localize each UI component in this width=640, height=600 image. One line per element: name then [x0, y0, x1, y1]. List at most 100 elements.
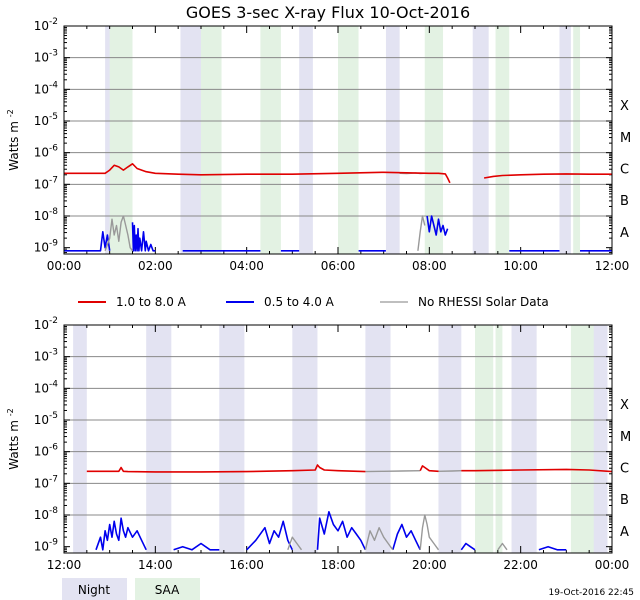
key-label: SAA: [155, 583, 180, 597]
night-band: [559, 26, 571, 254]
key-box: [135, 578, 200, 600]
saa-band: [475, 325, 494, 553]
short-channel-line: [426, 215, 449, 236]
night-band: [365, 325, 391, 553]
x-tick-label: 00:00: [595, 558, 630, 572]
flare-class-label: C: [620, 163, 629, 178]
no-rhessi-line: [365, 470, 421, 473]
no-rhessi-line: [497, 542, 508, 551]
night-band: [292, 325, 318, 553]
flare-class-label: A: [620, 525, 629, 540]
y-tick-label: 10-2: [34, 316, 58, 332]
night-band: [511, 325, 537, 553]
flare-class-label: X: [620, 99, 629, 114]
saa-band: [573, 26, 581, 254]
night-band: [146, 325, 172, 553]
long-channel-line: [461, 468, 613, 473]
y-tick-label: 10-2: [34, 17, 58, 33]
x-tick-label: 06:00: [321, 259, 356, 273]
y-tick-label: 10-3: [34, 348, 58, 364]
saa-band: [338, 26, 359, 254]
night-band: [219, 325, 245, 553]
no-rhessi-line: [417, 215, 426, 251]
long-channel-line: [64, 163, 451, 184]
no-rhessi-line: [287, 536, 303, 551]
night-band: [385, 26, 400, 254]
y-axis-label: Watts m -2: [6, 408, 21, 469]
short-channel-line: [316, 510, 367, 551]
night-band: [472, 26, 489, 254]
timestamp: 19-Oct-2016 22:45: [549, 588, 634, 598]
flare-class-label: A: [620, 226, 629, 241]
y-tick-label: 10-7: [34, 175, 58, 191]
x-tick-label: 02:00: [138, 259, 173, 273]
x-tick-label: 22:00: [503, 558, 538, 572]
saa-band: [495, 325, 503, 553]
x-tick-label: 12:00: [595, 259, 630, 273]
short-channel-line: [95, 517, 147, 551]
x-tick-label: 12:00: [47, 558, 82, 572]
short-channel-line: [173, 542, 220, 551]
x-tick-label: 20:00: [412, 558, 447, 572]
saa-band: [201, 26, 222, 254]
flare-class-label: B: [620, 194, 629, 209]
flare-class-label: M: [620, 131, 631, 146]
night-band: [438, 325, 462, 553]
long-channel-line: [86, 464, 366, 473]
y-tick-label: 10-7: [34, 474, 58, 490]
flare-class-label: M: [620, 430, 631, 445]
y-tick-label: 10-9: [34, 239, 59, 255]
legend-label: No RHESSI Solar Data: [418, 295, 549, 309]
y-tick-label: 10-4: [34, 80, 59, 96]
y-tick-label: 10-8: [34, 207, 59, 223]
chart-panel-2: 10-9 10-8 10-7 10-6 10-5 10-4 10-3 10-2 12:00 14:…: [6, 316, 631, 572]
y-tick-label: 10-4: [34, 379, 59, 395]
short-channel-line: [460, 542, 476, 551]
plot-frame: [63, 324, 613, 554]
chart-panel-1: 10-9 10-8 10-7 10-6 10-5 10-4 10-3 10-2 00:00 02:…: [6, 17, 631, 273]
saa-band: [109, 26, 133, 254]
legend-label: 0.5 to 4.0 A: [264, 295, 335, 309]
short-channel-line: [246, 520, 294, 551]
flare-class-label: X: [620, 398, 629, 413]
key-box: [62, 578, 127, 600]
y-tick-label: 10-6: [34, 144, 59, 160]
short-channel-line: [392, 523, 421, 551]
legend: 1.0 to 8.0 A 0.5 to 4.0 A No RHESSI Solar …: [78, 295, 549, 309]
short-channel-line: [538, 545, 567, 551]
flare-class-label: B: [620, 493, 629, 508]
y-tick-label: 10-3: [34, 49, 58, 65]
chart-title: GOES 3-sec X-ray Flux 10-Oct-2016: [186, 3, 470, 22]
x-tick-label: 14:00: [138, 558, 173, 572]
y-tick-label: 10-5: [34, 411, 58, 427]
no-rhessi-line: [419, 514, 440, 551]
x-tick-label: 16:00: [229, 558, 264, 572]
long-channel-line: [419, 465, 439, 473]
short-channel-line: [131, 222, 156, 252]
night-band: [180, 26, 201, 254]
saa-band: [260, 26, 281, 254]
night-band: [73, 325, 87, 553]
short-channel-line: [64, 231, 111, 252]
no-rhessi-line: [364, 527, 394, 551]
saa-band: [570, 325, 594, 553]
x-tick-label: 04:00: [229, 259, 264, 273]
y-tick-label: 10-5: [34, 112, 58, 128]
x-tick-label: 08:00: [412, 259, 447, 273]
night-band: [299, 26, 313, 254]
y-tick-label: 10-9: [34, 538, 59, 554]
long-channel-line: [483, 173, 612, 179]
night-saa-key: Night SAA: [62, 578, 200, 600]
y-tick-label: 10-8: [34, 506, 59, 522]
x-tick-label: 00:00: [47, 259, 82, 273]
saa-band: [424, 26, 444, 254]
flare-class-label: C: [620, 462, 629, 477]
no-rhessi-line: [438, 470, 462, 472]
key-label: Night: [78, 583, 111, 597]
plot-frame: [63, 25, 613, 255]
x-tick-label: 10:00: [503, 259, 538, 273]
y-axis-label: Watts m -2: [6, 109, 21, 170]
saa-band: [495, 26, 510, 254]
legend-label: 1.0 to 8.0 A: [116, 295, 187, 309]
